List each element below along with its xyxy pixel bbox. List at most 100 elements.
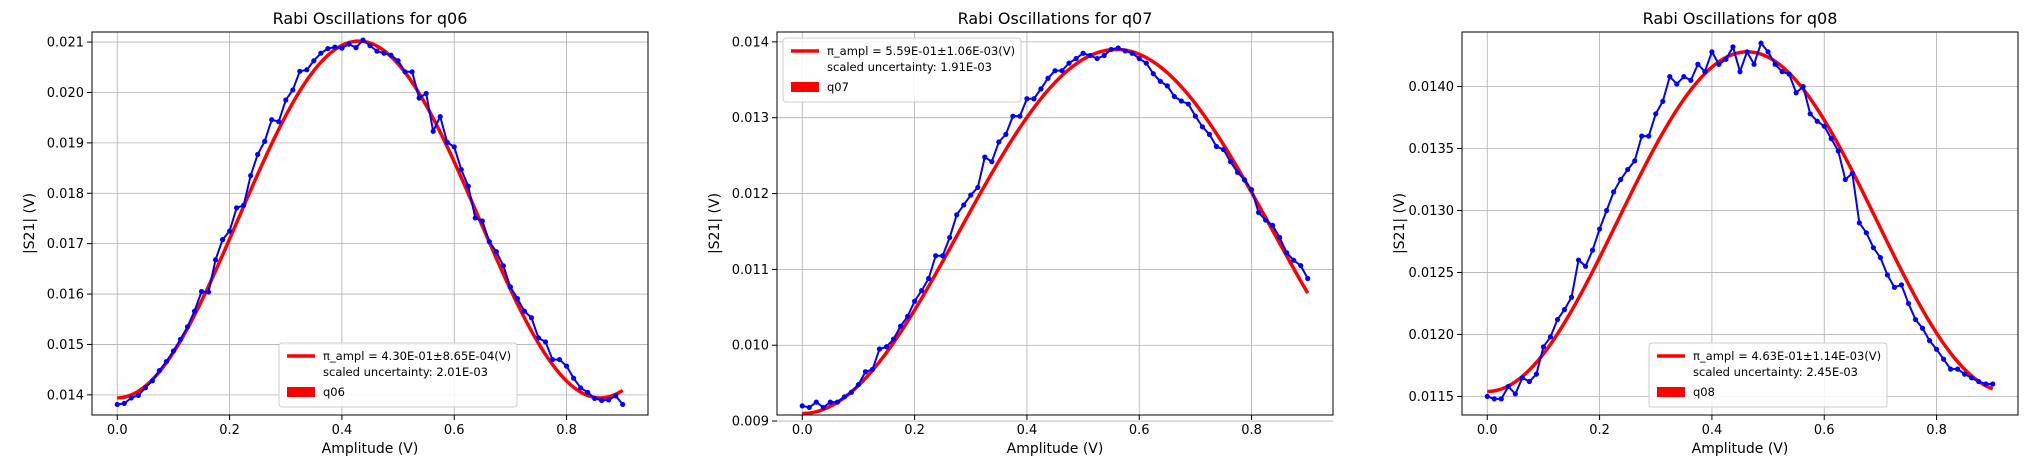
data-point [1220,146,1227,153]
data-point [283,97,289,103]
data-point [227,228,233,234]
data-point [1045,75,1051,81]
data-point [1800,83,1806,90]
data-point [1933,346,1940,352]
data-point [1821,123,1827,129]
data-point [1604,207,1610,214]
data-point [339,45,345,51]
data-point [592,395,598,401]
data-point [1484,393,1490,400]
data-point [381,50,387,56]
chart-title: Rabi Oscillations for q06 [273,9,468,28]
data-point [1059,68,1065,74]
chart-title: Rabi Oscillations for q08 [1643,9,1838,28]
y-tick-label: 0.0140 [1409,80,1455,95]
data-point [1087,52,1093,59]
data-point [1052,68,1058,74]
data-point [1695,61,1701,67]
data-point [409,69,415,75]
data-point [311,58,317,64]
data-point [848,389,855,395]
data-point [1554,316,1561,323]
legend-label: q07 [827,80,849,94]
fit-curve-line [1487,50,1994,394]
data-point [500,263,506,269]
data-point [184,324,191,330]
data-point [1898,282,1905,288]
data-point [135,392,141,398]
data-point [606,397,612,403]
legend-box [278,342,518,408]
data-point [360,37,366,43]
data-point [1298,262,1304,269]
data-point [1919,325,1926,331]
legend-patch-swatch [791,82,819,92]
data-point [332,44,338,50]
data-point [388,52,394,58]
y-tick-label: 0.014 [732,35,769,50]
data-point [1498,396,1504,402]
data-point [1674,81,1680,87]
data-point [346,41,352,47]
data-point [820,404,826,411]
data-point [198,288,205,295]
data-point [1101,52,1107,59]
data-point [318,50,324,56]
y-tick-label: 0.014 [47,388,84,403]
data-point [1744,49,1750,55]
data-point [528,315,535,321]
x-tick-label: 0.4 [1702,423,1723,438]
data-point [585,389,591,395]
y-tick-label: 0.015 [47,338,84,353]
data-point [1835,148,1841,154]
data-point [961,202,967,208]
data-point [423,90,429,97]
data-point [493,249,499,255]
y-tick-label: 0.012 [732,187,769,202]
data-point [1263,217,1269,223]
data-point [1618,176,1624,183]
data-point [1976,378,1982,385]
data-point [1653,111,1659,117]
data-point [142,385,148,391]
legend-label: π_ampl = 4.63E-01±1.14E-03(V) [1693,349,1881,363]
data-point [191,308,198,314]
data-point [1164,83,1170,89]
data-point [890,336,897,342]
data-point [1786,71,1792,77]
data-point [1863,230,1869,236]
data-point [968,192,974,198]
data-point [114,401,120,408]
data-point [219,237,226,243]
data-point [869,366,876,373]
x-tick-label: 0.0 [107,423,128,438]
x-tick-label: 0.2 [1589,423,1610,438]
data-point [1828,136,1834,142]
data-point [430,128,436,134]
data-point [1178,98,1184,104]
data-point [1870,245,1876,251]
y-tick-label: 0.0130 [1409,204,1455,219]
data-point [472,215,478,221]
data-point [1505,383,1511,390]
data-point [297,68,303,74]
data-point [276,119,282,125]
data-point [1962,371,1968,377]
data-point [799,403,805,409]
data-point [1171,93,1177,100]
legend: π_ampl = 4.30E-01±8.65E-04(V) scaled unce… [278,342,518,408]
data-point [1660,98,1666,105]
data-point [1540,344,1547,350]
legend-patch-swatch [1657,387,1685,397]
data-point [1234,169,1241,175]
data-point [904,313,911,320]
data-point [841,394,847,400]
data-point [402,69,408,75]
data-point [855,382,862,388]
x-tick-label: 0.0 [792,423,813,438]
data-point [926,275,932,282]
data-point [1491,396,1497,402]
x-tick-label: 0.6 [1814,423,1835,438]
data-point [542,339,549,345]
data-point [1003,131,1009,137]
